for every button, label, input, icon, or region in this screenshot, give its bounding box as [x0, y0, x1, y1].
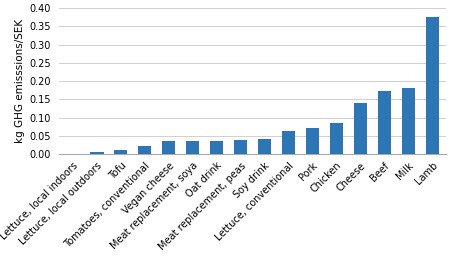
- Bar: [354, 103, 367, 154]
- Bar: [401, 89, 415, 154]
- Bar: [330, 123, 343, 154]
- Bar: [66, 153, 79, 154]
- Bar: [234, 140, 247, 154]
- Bar: [186, 141, 199, 154]
- Bar: [426, 17, 439, 154]
- Bar: [377, 92, 391, 154]
- Bar: [162, 142, 175, 154]
- Y-axis label: kg GHG emisssions/SEK: kg GHG emisssions/SEK: [15, 19, 25, 143]
- Bar: [138, 146, 152, 154]
- Bar: [210, 141, 223, 154]
- Bar: [114, 149, 128, 154]
- Bar: [258, 139, 271, 154]
- Bar: [90, 152, 104, 154]
- Bar: [282, 131, 295, 154]
- Bar: [306, 128, 319, 154]
